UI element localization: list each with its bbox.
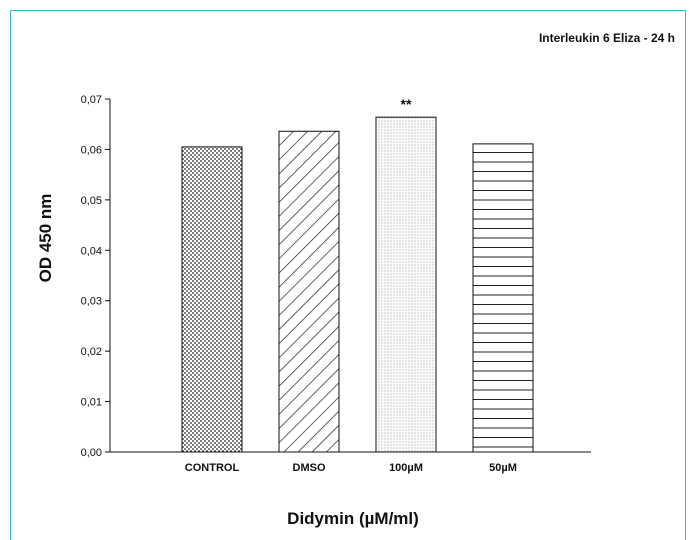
chart-title: Interleukin 6 Eliza - 24 h bbox=[539, 31, 675, 45]
annotations: ** bbox=[401, 96, 412, 112]
bar bbox=[278, 130, 340, 453]
x-axis: CONTROL DMSO 100µM 50µM bbox=[110, 451, 591, 474]
bar bbox=[375, 116, 437, 453]
y-axis-label: OD 450 nm bbox=[36, 194, 55, 283]
x-tick-label: 50µM bbox=[489, 462, 517, 474]
bar bbox=[181, 146, 243, 453]
y-tick-label: 0,02 bbox=[81, 346, 102, 358]
significance-marker: ** bbox=[401, 96, 412, 112]
x-tick-label: DMSO bbox=[293, 462, 326, 474]
bar bbox=[472, 143, 534, 453]
y-tick-label: 0,00 bbox=[81, 447, 102, 459]
y-tick-label: 0,05 bbox=[81, 195, 102, 207]
y-tick-label: 0,06 bbox=[81, 144, 102, 156]
y-tick-label: 0,07 bbox=[81, 94, 102, 106]
bars bbox=[181, 116, 534, 453]
x-tick-label: CONTROL bbox=[185, 462, 240, 474]
y-tick-label: 0,01 bbox=[81, 397, 102, 409]
x-tick-label: 100µM bbox=[389, 462, 423, 474]
y-tick-label: 0,04 bbox=[81, 245, 102, 257]
y-axis: 0,00 0,01 0,02 0,03 0,04 0,05 0,06 0,07 bbox=[81, 94, 111, 459]
y-tick-label: 0,03 bbox=[81, 296, 102, 308]
x-axis-label: Didymin (µM/ml) bbox=[287, 509, 419, 528]
